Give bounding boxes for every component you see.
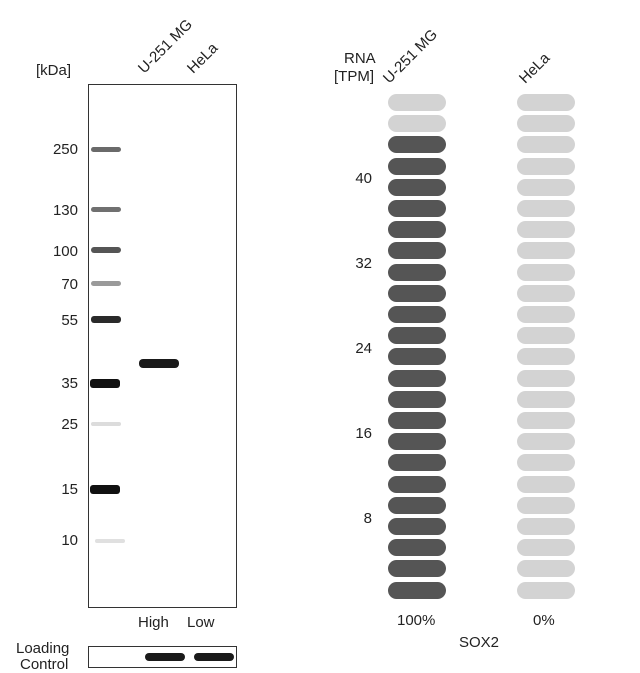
rna-segment-u251-17 bbox=[388, 242, 446, 260]
rna-segment-hela-20 bbox=[517, 178, 575, 196]
rna-segment-hela-15 bbox=[517, 284, 575, 302]
ladder-band-15 bbox=[90, 485, 120, 494]
ladder-band-55 bbox=[91, 316, 121, 323]
gene-name-label: SOX2 bbox=[459, 634, 500, 651]
rna-y-tick-24: 24 bbox=[355, 340, 372, 357]
rna-segment-hela-11 bbox=[517, 369, 575, 387]
rna-segment-hela-5 bbox=[517, 496, 575, 514]
blot-lane-label-hela: HeLa bbox=[183, 39, 222, 77]
rna-segment-hela-22 bbox=[517, 136, 575, 154]
sample-band-u251 bbox=[139, 359, 179, 368]
rna-segment-u251-13 bbox=[388, 327, 446, 345]
rna-y-tick-16: 16 bbox=[355, 425, 372, 442]
loading-control-label-line1: Loading bbox=[16, 640, 70, 657]
marker-label-35: 35 bbox=[61, 375, 78, 392]
marker-label-70: 70 bbox=[61, 276, 78, 293]
loading-control-membrane bbox=[88, 646, 237, 668]
expression-label-low: Low bbox=[187, 614, 215, 631]
marker-label-15: 15 bbox=[61, 481, 78, 498]
rna-segment-hela-7 bbox=[517, 454, 575, 472]
rna-segment-u251-12 bbox=[388, 348, 446, 366]
marker-label-100: 100 bbox=[52, 243, 78, 260]
ladder-band-70 bbox=[91, 281, 121, 286]
rna-segment-hela-17 bbox=[517, 242, 575, 260]
rna-segment-u251-11 bbox=[388, 369, 446, 387]
rna-segment-u251-15 bbox=[388, 284, 446, 302]
rna-segment-hela-16 bbox=[517, 263, 575, 281]
rna-segment-u251-14 bbox=[388, 306, 446, 323]
rna-segment-hela-8 bbox=[517, 433, 575, 451]
rna-segment-u251-24 bbox=[388, 94, 446, 111]
rna-segment-u251-19 bbox=[388, 200, 446, 217]
ladder-band-250 bbox=[91, 147, 121, 152]
expression-label-high: High bbox=[138, 614, 169, 631]
rna-segment-hela-18 bbox=[517, 221, 575, 239]
rna-segment-u251-20 bbox=[388, 178, 446, 196]
marker-label-55: 55 bbox=[61, 312, 78, 329]
rna-y-tick-8: 8 bbox=[363, 510, 372, 527]
ladder-band-10 bbox=[95, 539, 125, 543]
rna-segment-u251-1 bbox=[388, 581, 446, 599]
rna-segment-u251-18 bbox=[388, 221, 446, 239]
rna-segment-u251-10 bbox=[388, 390, 446, 408]
rna-segment-hela-14 bbox=[517, 306, 575, 323]
rna-segment-u251-3 bbox=[388, 539, 446, 557]
rna-segment-hela-1 bbox=[517, 581, 575, 599]
rna-segment-u251-23 bbox=[388, 115, 446, 133]
rna-header-line2: [TPM] bbox=[334, 68, 374, 85]
marker-label-10: 10 bbox=[61, 532, 78, 549]
rna-cell-line-label-hela: HeLa bbox=[515, 49, 554, 87]
rna-segment-hela-4 bbox=[517, 518, 575, 535]
rna-segment-u251-21 bbox=[388, 157, 446, 175]
rna-percent-hela: 0% bbox=[533, 612, 555, 629]
ladder-band-130 bbox=[91, 207, 121, 212]
rna-segment-hela-6 bbox=[517, 475, 575, 493]
rna-segment-hela-2 bbox=[517, 560, 575, 578]
marker-label-25: 25 bbox=[61, 416, 78, 433]
rna-header-line1: RNA bbox=[344, 50, 376, 67]
rna-segment-hela-12 bbox=[517, 348, 575, 366]
rna-segment-u251-4 bbox=[388, 518, 446, 535]
rna-segment-u251-6 bbox=[388, 475, 446, 493]
rna-segment-hela-19 bbox=[517, 200, 575, 217]
rna-segment-u251-8 bbox=[388, 433, 446, 451]
loading-band-hela bbox=[194, 653, 234, 661]
rna-segment-hela-23 bbox=[517, 115, 575, 133]
ladder-band-25 bbox=[91, 422, 121, 426]
loading-control-label-line2: Control bbox=[20, 656, 69, 673]
rna-column-u251 bbox=[388, 94, 446, 604]
rna-segment-hela-13 bbox=[517, 327, 575, 345]
rna-segment-u251-9 bbox=[388, 412, 446, 429]
marker-label-250: 250 bbox=[52, 141, 78, 158]
rna-segment-u251-2 bbox=[388, 560, 446, 578]
ladder-band-100 bbox=[91, 247, 121, 253]
rna-segment-hela-10 bbox=[517, 390, 575, 408]
rna-segment-hela-9 bbox=[517, 412, 575, 429]
rna-segment-hela-3 bbox=[517, 539, 575, 557]
rna-segment-u251-22 bbox=[388, 136, 446, 154]
rna-y-tick-32: 32 bbox=[355, 255, 372, 272]
rna-percent-u251: 100% bbox=[397, 612, 436, 629]
rna-segment-hela-21 bbox=[517, 157, 575, 175]
kda-unit-label: [kDa] bbox=[36, 62, 72, 79]
rna-cell-line-label-u251: U-251 MG bbox=[379, 26, 441, 87]
rna-segment-u251-5 bbox=[388, 496, 446, 514]
western-blot-membrane bbox=[88, 84, 237, 608]
rna-column-hela bbox=[517, 94, 575, 604]
ladder-band-35 bbox=[90, 379, 120, 388]
loading-band-u251 bbox=[145, 653, 185, 661]
marker-label-130: 130 bbox=[52, 202, 78, 219]
rna-segment-u251-16 bbox=[388, 263, 446, 281]
rna-y-tick-40: 40 bbox=[355, 170, 372, 187]
rna-segment-u251-7 bbox=[388, 454, 446, 472]
rna-segment-hela-24 bbox=[517, 94, 575, 111]
